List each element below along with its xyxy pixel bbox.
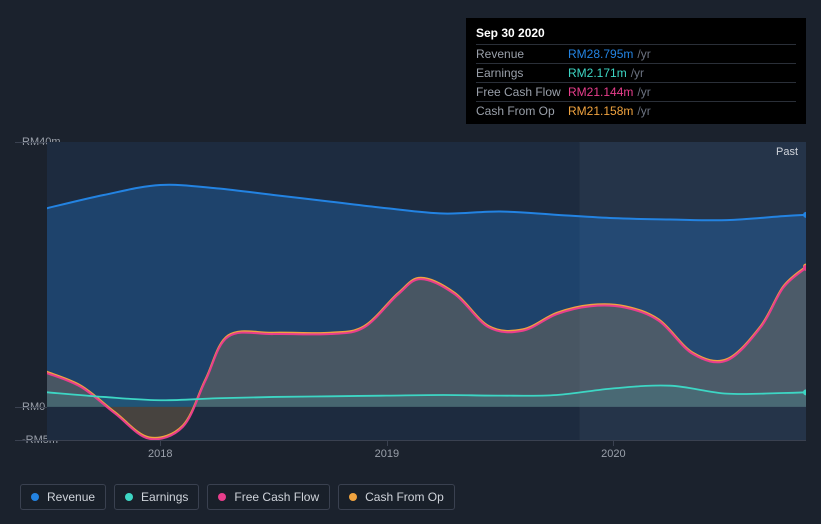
tooltip-row: EarningsRM2.171m/yr xyxy=(476,63,796,82)
legend-label: Earnings xyxy=(141,490,188,504)
tooltip-row: Cash From OpRM21.158m/yr xyxy=(476,101,796,120)
tooltip-row: RevenueRM28.795m/yr xyxy=(476,44,796,63)
x-axis-tick xyxy=(387,440,388,446)
tooltip-row-value: RM21.158m xyxy=(568,104,633,118)
legend-dot-icon xyxy=(218,493,226,501)
x-axis-tick xyxy=(613,440,614,446)
plot-area[interactable]: Past xyxy=(47,142,806,440)
tooltip-row-label: Earnings xyxy=(476,66,568,80)
x-axis-label: 2019 xyxy=(375,448,399,460)
legend-item-earnings[interactable]: Earnings xyxy=(114,484,199,510)
legend-item-free-cash-flow[interactable]: Free Cash Flow xyxy=(207,484,330,510)
x-axis-tick xyxy=(160,440,161,446)
x-axis-label: 2018 xyxy=(148,448,172,460)
legend-item-cash-from-op[interactable]: Cash From Op xyxy=(338,484,455,510)
tooltip-row-value: RM2.171m xyxy=(568,66,627,80)
gridline xyxy=(15,440,806,441)
x-axis: 2018 2019 2020 xyxy=(47,448,806,464)
data-tooltip: Sep 30 2020 RevenueRM28.795m/yrEarningsR… xyxy=(466,18,806,124)
legend: Revenue Earnings Free Cash Flow Cash From O… xyxy=(20,484,455,510)
tooltip-row-label: Free Cash Flow xyxy=(476,85,568,99)
legend-label: Revenue xyxy=(47,490,95,504)
tooltip-row-value: RM28.795m xyxy=(568,47,633,61)
past-label: Past xyxy=(776,146,798,158)
tooltip-row-label: Cash From Op xyxy=(476,104,568,118)
earnings-chart: RM40mRM0-RM5m Past 201820192020 xyxy=(15,122,806,482)
tooltip-row-suffix: /yr xyxy=(637,85,650,99)
tooltip-row-suffix: /yr xyxy=(637,47,650,61)
tooltip-row-suffix: /yr xyxy=(637,104,650,118)
x-axis-label: 2020 xyxy=(601,448,625,460)
legend-dot-icon xyxy=(31,493,39,501)
tooltip-row-value: RM21.144m xyxy=(568,85,633,99)
tooltip-date: Sep 30 2020 xyxy=(476,24,796,44)
legend-label: Free Cash Flow xyxy=(234,490,319,504)
tooltip-row-suffix: /yr xyxy=(631,66,644,80)
tooltip-row: Free Cash FlowRM21.144m/yr xyxy=(476,82,796,101)
tooltip-row-label: Revenue xyxy=(476,47,568,61)
legend-item-revenue[interactable]: Revenue xyxy=(20,484,106,510)
legend-dot-icon xyxy=(125,493,133,501)
legend-dot-icon xyxy=(349,493,357,501)
legend-label: Cash From Op xyxy=(365,490,444,504)
